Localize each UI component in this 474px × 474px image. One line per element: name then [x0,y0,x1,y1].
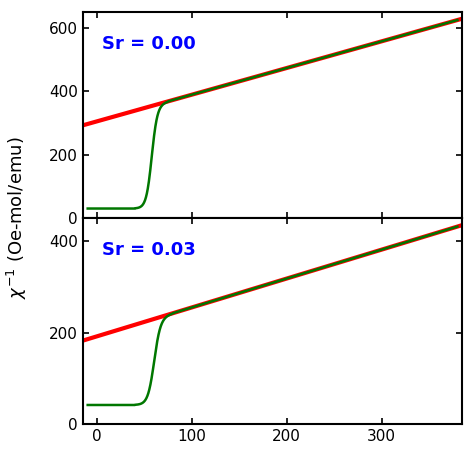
Text: $\chi^{-1}$ (Oe-mol/emu): $\chi^{-1}$ (Oe-mol/emu) [5,137,28,299]
Text: Sr = 0.00: Sr = 0.00 [102,35,196,53]
Text: Sr = 0.03: Sr = 0.03 [102,241,196,259]
